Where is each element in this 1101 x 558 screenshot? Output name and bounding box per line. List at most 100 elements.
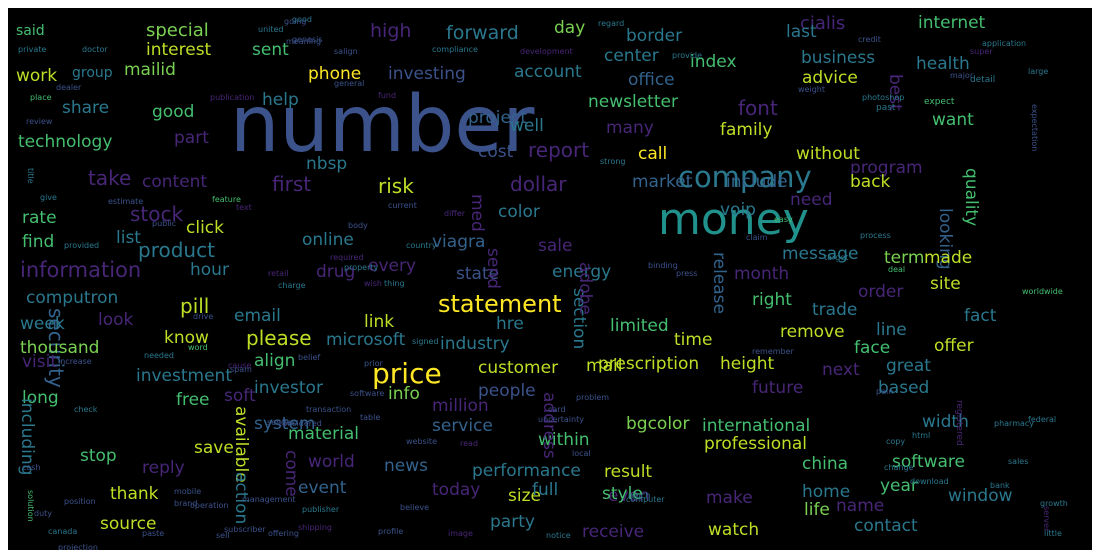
cloud-word: size <box>508 486 541 506</box>
cloud-word: computron <box>26 288 119 308</box>
cloud-word: claim <box>746 233 768 242</box>
cloud-word: general <box>334 79 365 88</box>
cloud-word: news <box>384 456 428 476</box>
cloud-word: every <box>368 256 417 276</box>
cloud-word: download <box>910 477 949 486</box>
cloud-word: regard <box>598 19 625 28</box>
cloud-word: stop <box>80 446 117 466</box>
cloud-word: investment <box>136 366 232 386</box>
cloud-word: going <box>284 17 307 26</box>
cloud-word: binding <box>648 261 678 270</box>
cloud-word: content <box>142 172 208 192</box>
cloud-word: title <box>26 168 35 184</box>
cloud-word: million <box>432 396 489 416</box>
cloud-word: quality <box>961 168 981 227</box>
cloud-word: uncertainty <box>538 415 584 424</box>
cloud-word: subscriber <box>224 525 266 534</box>
cloud-word: future <box>752 378 804 398</box>
cloud-word: voip <box>720 200 756 220</box>
cloud-word: watch <box>708 520 760 540</box>
cloud-word: paste <box>142 529 165 538</box>
cloud-word: product <box>138 238 215 262</box>
cloud-word: time <box>674 330 713 350</box>
cloud-word: company <box>678 160 812 194</box>
cloud-word: release <box>709 252 729 314</box>
cloud-word: interest <box>146 40 212 60</box>
cloud-word: differ <box>444 209 466 218</box>
cloud-word: computer <box>626 495 665 504</box>
cloud-word: believe <box>400 503 430 512</box>
cloud-word: service <box>432 416 493 436</box>
cloud-word: transaction <box>306 405 352 414</box>
cloud-word: call <box>638 144 668 164</box>
cloud-word: many <box>606 118 654 138</box>
cloud-word: detail <box>970 75 996 85</box>
cloud-word: much <box>628 491 651 500</box>
cloud-word: feature <box>212 195 241 204</box>
cloud-word: send <box>483 248 503 289</box>
cloud-word: retail <box>268 269 289 278</box>
cloud-word: considered <box>278 419 322 428</box>
cloud-word: provide <box>672 51 703 60</box>
cloud-word: group <box>72 65 113 81</box>
cloud-word: make <box>706 488 753 508</box>
cloud-word: signed <box>412 337 439 346</box>
cloud-word: salign <box>334 47 358 56</box>
cloud-word: development <box>520 47 573 56</box>
cloud-word: solution <box>26 490 35 522</box>
cloud-word: border <box>626 26 683 46</box>
cloud-word: growth <box>1040 499 1068 508</box>
cloud-word: management <box>242 495 296 504</box>
cloud-word: include <box>726 172 788 192</box>
cloud-word: message <box>782 244 859 264</box>
cloud-word: full <box>532 480 559 500</box>
cloud-word: trade <box>812 300 858 320</box>
cloud-word: industry <box>440 334 510 354</box>
cloud-word: need <box>790 190 833 210</box>
cloud-word: press <box>676 269 698 278</box>
cloud-word: pharmacy <box>994 419 1035 428</box>
cloud-word: share <box>62 98 110 118</box>
cloud-word: duty <box>34 509 53 518</box>
cloud-word: major <box>950 71 974 80</box>
cloud-word: cost <box>478 142 514 162</box>
cloud-word: investing <box>388 64 466 84</box>
word-cloud: number money company price statement informat… <box>8 8 1092 550</box>
cloud-word: expectation <box>1030 104 1039 152</box>
cloud-word: worldwide <box>1022 287 1063 296</box>
cloud-word: find <box>22 232 55 252</box>
cloud-word: save <box>194 438 234 458</box>
cloud-word: offer <box>934 336 974 356</box>
cloud-word: well <box>510 116 544 136</box>
cloud-word: adobe <box>575 262 595 315</box>
cloud-word: visit <box>22 352 58 372</box>
cloud-word: table <box>360 413 381 422</box>
cloud-word: next <box>822 360 860 380</box>
cloud-word: email <box>234 306 281 326</box>
cloud-word: line <box>876 320 907 340</box>
cloud-word: website <box>406 437 437 446</box>
cloud-word: month <box>734 264 790 284</box>
cloud-word: number <box>230 80 535 170</box>
cloud-word: word <box>188 343 208 352</box>
cloud-word: online <box>302 230 354 250</box>
cloud-word: result <box>604 462 653 482</box>
cloud-word: energy <box>552 262 612 282</box>
cloud-word: customer <box>478 358 559 378</box>
cloud-word: required <box>330 253 364 262</box>
cloud-word: site <box>930 274 961 294</box>
cloud-word: doctor <box>82 45 108 54</box>
cloud-word: world <box>308 452 355 472</box>
cloud-word: dealer <box>56 83 82 92</box>
cloud-word: image <box>448 529 473 538</box>
cloud-word: review <box>26 117 53 126</box>
cloud-word: application <box>982 39 1027 48</box>
cloud-word: operation <box>190 501 229 510</box>
cloud-word: mobile <box>174 487 202 496</box>
cloud-word: list <box>116 228 141 248</box>
cloud-word: good <box>292 15 312 24</box>
cloud-word: advice <box>802 68 858 88</box>
cloud-word: software <box>892 452 966 472</box>
cloud-word: viagra <box>432 232 486 252</box>
cloud-word: remove <box>780 322 845 342</box>
